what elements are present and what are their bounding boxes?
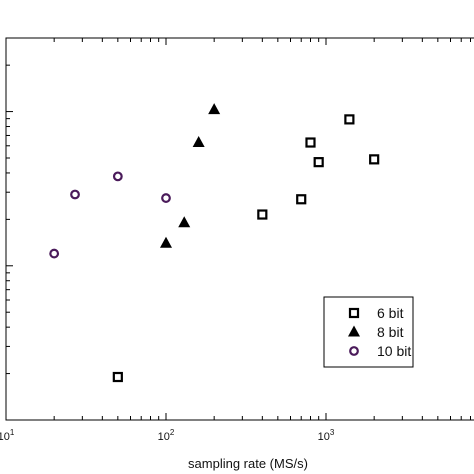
square-data-point	[296, 194, 307, 205]
square-data-point	[369, 154, 380, 165]
circle-data-point	[161, 193, 171, 203]
legend-marker-triangle	[348, 325, 360, 337]
x-tick-label: 103	[318, 428, 335, 443]
triangle-data-point	[160, 236, 172, 248]
data-points	[49, 103, 380, 383]
legend-box	[323, 296, 414, 368]
x-axis-label: sampling rate (MS/s)	[188, 456, 308, 471]
legend-label: 6 bit	[377, 305, 404, 321]
triangle-data-point	[178, 216, 191, 228]
circle-data-point	[70, 189, 80, 200]
legend: 6 bit 8 bit 10 bit	[323, 296, 414, 368]
triangle-data-point	[192, 136, 205, 148]
legend-label: 8 bit	[377, 324, 404, 340]
square-data-point	[313, 157, 324, 168]
y-axis-ticks	[6, 37, 13, 421]
circle-data-point	[49, 248, 60, 259]
x-axis-ticks	[5, 38, 471, 420]
square-data-point	[305, 137, 316, 148]
legend-marker-circle	[349, 346, 359, 356]
x-axis-tick-labels: 101 102 103	[0, 428, 335, 443]
legend-marker-square	[348, 307, 360, 319]
circle-data-point	[112, 171, 123, 182]
plot-area-frame	[5, 37, 474, 421]
square-data-point	[112, 371, 123, 383]
x-tick-label: 101	[0, 428, 15, 443]
square-data-point	[257, 209, 268, 220]
x-tick-label: 102	[158, 428, 175, 443]
square-data-point	[344, 114, 355, 125]
legend-label: 10 bit	[377, 343, 411, 359]
triangle-data-point	[208, 103, 221, 115]
